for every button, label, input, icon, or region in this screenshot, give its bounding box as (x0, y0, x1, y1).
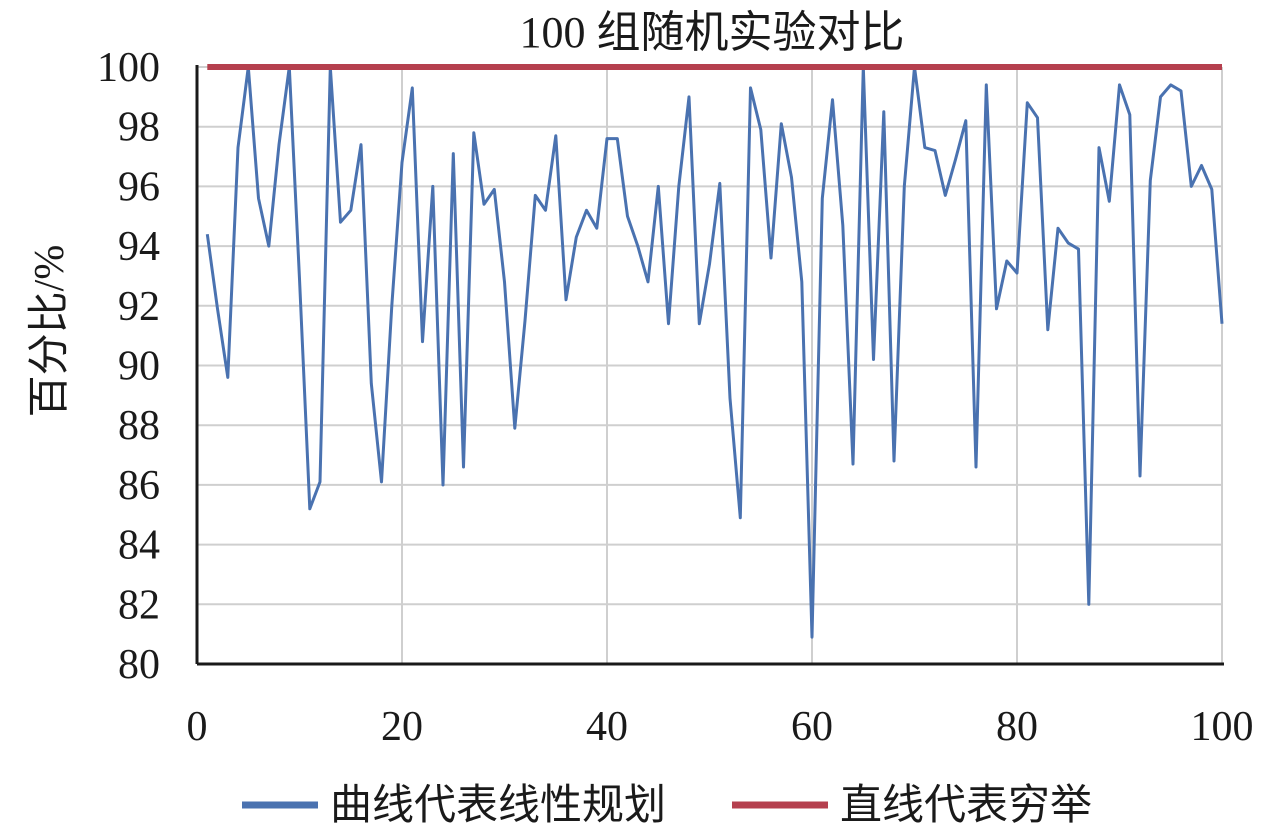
y-tick-label: 100 (97, 45, 160, 91)
y-axis-label: 百分比/% (27, 245, 73, 418)
legend-label: 直线代表穷举 (840, 782, 1092, 829)
x-tick-labels: 0 20 40 60 80 100 (187, 704, 1254, 750)
legend: 曲线代表线性规划 直线代表穷举 (242, 782, 1092, 829)
grid (197, 66, 1223, 665)
x-tick-label: 40 (586, 704, 628, 750)
axes (195, 65, 1224, 666)
x-tick-label: 0 (187, 704, 208, 750)
y-tick-label: 90 (118, 344, 160, 390)
y-tick-label: 82 (118, 582, 160, 628)
series-group (205, 64, 1224, 639)
x-tick-label: 20 (381, 704, 423, 750)
x-tick-label: 100 (1191, 704, 1254, 750)
y-tick-label: 88 (118, 403, 160, 449)
y-tick-label: 98 (118, 105, 160, 151)
legend-label: 曲线代表线性规划 (330, 783, 666, 829)
series-line-linear-programming (205, 65, 1224, 639)
y-tick-label: 92 (118, 284, 160, 330)
y-tick-label: 80 (118, 642, 160, 688)
y-tick-label: 94 (118, 224, 160, 270)
x-tick-label: 80 (996, 704, 1038, 750)
y-tick-labels: 80 82 84 86 88 90 92 94 96 98 100 (97, 45, 160, 688)
y-tick-label: 96 (118, 164, 160, 210)
y-tick-label: 84 (118, 523, 160, 569)
chart-title: 100 组随机实验对比 (520, 8, 905, 57)
x-tick-label: 60 (791, 704, 833, 750)
y-tick-label: 86 (118, 463, 160, 509)
